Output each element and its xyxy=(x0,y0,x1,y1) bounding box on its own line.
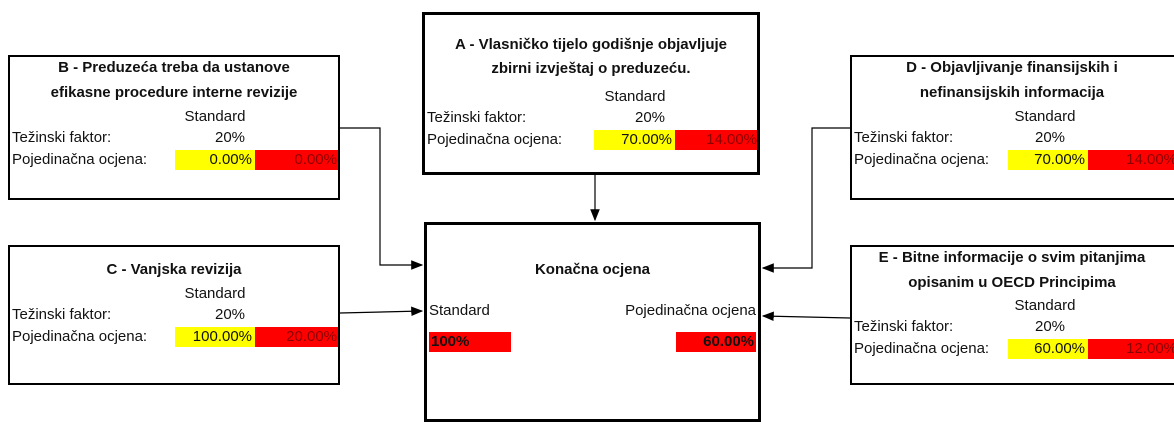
weight-label: Težinski faktor: xyxy=(12,306,112,323)
final-standard-label: Standard xyxy=(429,302,490,319)
weight-label: Težinski faktor: xyxy=(12,129,112,146)
weighted-value: 14.00% xyxy=(1088,150,1174,170)
box-title: opisanim u OECD Principima xyxy=(908,274,1116,291)
score-value: 60.00% xyxy=(1008,339,1088,359)
score-label: Pojedinačna ocjena: xyxy=(12,328,148,345)
score-label: Pojedinačna ocjena: xyxy=(854,151,990,168)
score-value: 0.00% xyxy=(175,150,255,170)
weight-value: 20% xyxy=(1034,318,1066,335)
final-score: 60.00% xyxy=(676,332,756,352)
standard-label: Standard xyxy=(184,108,246,125)
arrow-e xyxy=(761,311,851,322)
score-value: 70.00% xyxy=(1008,150,1088,170)
weighted-value: 20.00% xyxy=(255,327,338,347)
standard-label: Standard xyxy=(604,88,666,105)
weight-value: 20% xyxy=(634,109,666,126)
box-title: nefinansijskih informacija xyxy=(919,84,1105,101)
standard-label: Standard xyxy=(184,285,246,302)
weight-label: Težinski faktor: xyxy=(854,318,954,335)
score-label: Pojedinačna ocjena: xyxy=(12,151,148,168)
info-box: A - Vlasničko tijelo godišnje objavljuje… xyxy=(422,12,760,175)
weight-value: 20% xyxy=(1034,129,1066,146)
weighted-value: 14.00% xyxy=(675,130,757,150)
weight-label: Težinski faktor: xyxy=(854,129,954,146)
box-title: C - Vanjska revizija xyxy=(106,261,242,278)
info-box: D - Objavljivanje finansijskih i nefinans… xyxy=(850,55,1174,200)
weight-label: Težinski faktor: xyxy=(427,109,527,126)
weight-value: 20% xyxy=(214,129,246,146)
arrow-d xyxy=(761,127,850,273)
standard-label: Standard xyxy=(1014,108,1076,125)
final-box: Konačna ocjena Standard Pojedinačna ocjena… xyxy=(424,222,761,422)
box-title: B - Preduzeća treba da ustanove xyxy=(58,59,290,76)
weighted-value: 0.00% xyxy=(255,150,338,170)
box-title: zbirni izvještaj o preduzeću. xyxy=(491,60,691,77)
score-value: 100.00% xyxy=(175,327,255,347)
score-label: Pojedinačna ocjena: xyxy=(427,131,563,148)
box-title: efikasne procedure interne revizije xyxy=(50,84,298,101)
info-box: E - Bitne informacije o svim pitanjima op… xyxy=(850,245,1174,385)
info-box: C - Vanjska revizija Standard Težinski fak… xyxy=(8,245,340,385)
weighted-value: 12.00% xyxy=(1088,339,1174,359)
score-label: Pojedinačna ocjena: xyxy=(854,340,990,357)
box-title: A - Vlasničko tijelo godišnje objavljuje xyxy=(455,36,727,53)
box-title: D - Objavljivanje finansijskih i xyxy=(906,59,1118,76)
weight-value: 20% xyxy=(214,306,246,323)
standard-label: Standard xyxy=(1014,297,1076,314)
arrow-b xyxy=(340,127,424,270)
info-box: B - Preduzeća treba da ustanove efikasne … xyxy=(8,55,340,200)
arrow-c xyxy=(339,306,424,317)
box-title: E - Bitne informacije o svim pitanjima xyxy=(878,249,1146,266)
final-title: Konačna ocjena xyxy=(534,261,651,278)
page: A - Vlasničko tijelo godišnje objavljuje… xyxy=(8,12,1174,422)
final-score-label: Pojedinačna ocjena xyxy=(625,302,756,319)
arrows xyxy=(339,127,851,322)
score-value: 70.00% xyxy=(594,130,675,150)
final-standard: 100% xyxy=(429,332,511,352)
